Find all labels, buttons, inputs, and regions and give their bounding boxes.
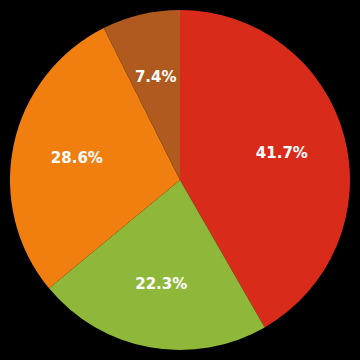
- data-label: 28.6%: [51, 149, 103, 167]
- slice: [104, 10, 180, 180]
- data-label: 22.3%: [135, 275, 187, 293]
- pie: 41.7% 22.3% 28.6% 7.4%: [10, 10, 350, 350]
- data-labels: 41.7% 22.3% 28.6% 7.4%: [51, 68, 308, 292]
- chart: 41.7% 22.3% 28.6% 7.4%: [0, 0, 360, 360]
- slices: [10, 10, 350, 350]
- background: [0, 0, 360, 360]
- data-label: 7.4%: [135, 68, 177, 86]
- data-label: 41.7%: [256, 144, 308, 162]
